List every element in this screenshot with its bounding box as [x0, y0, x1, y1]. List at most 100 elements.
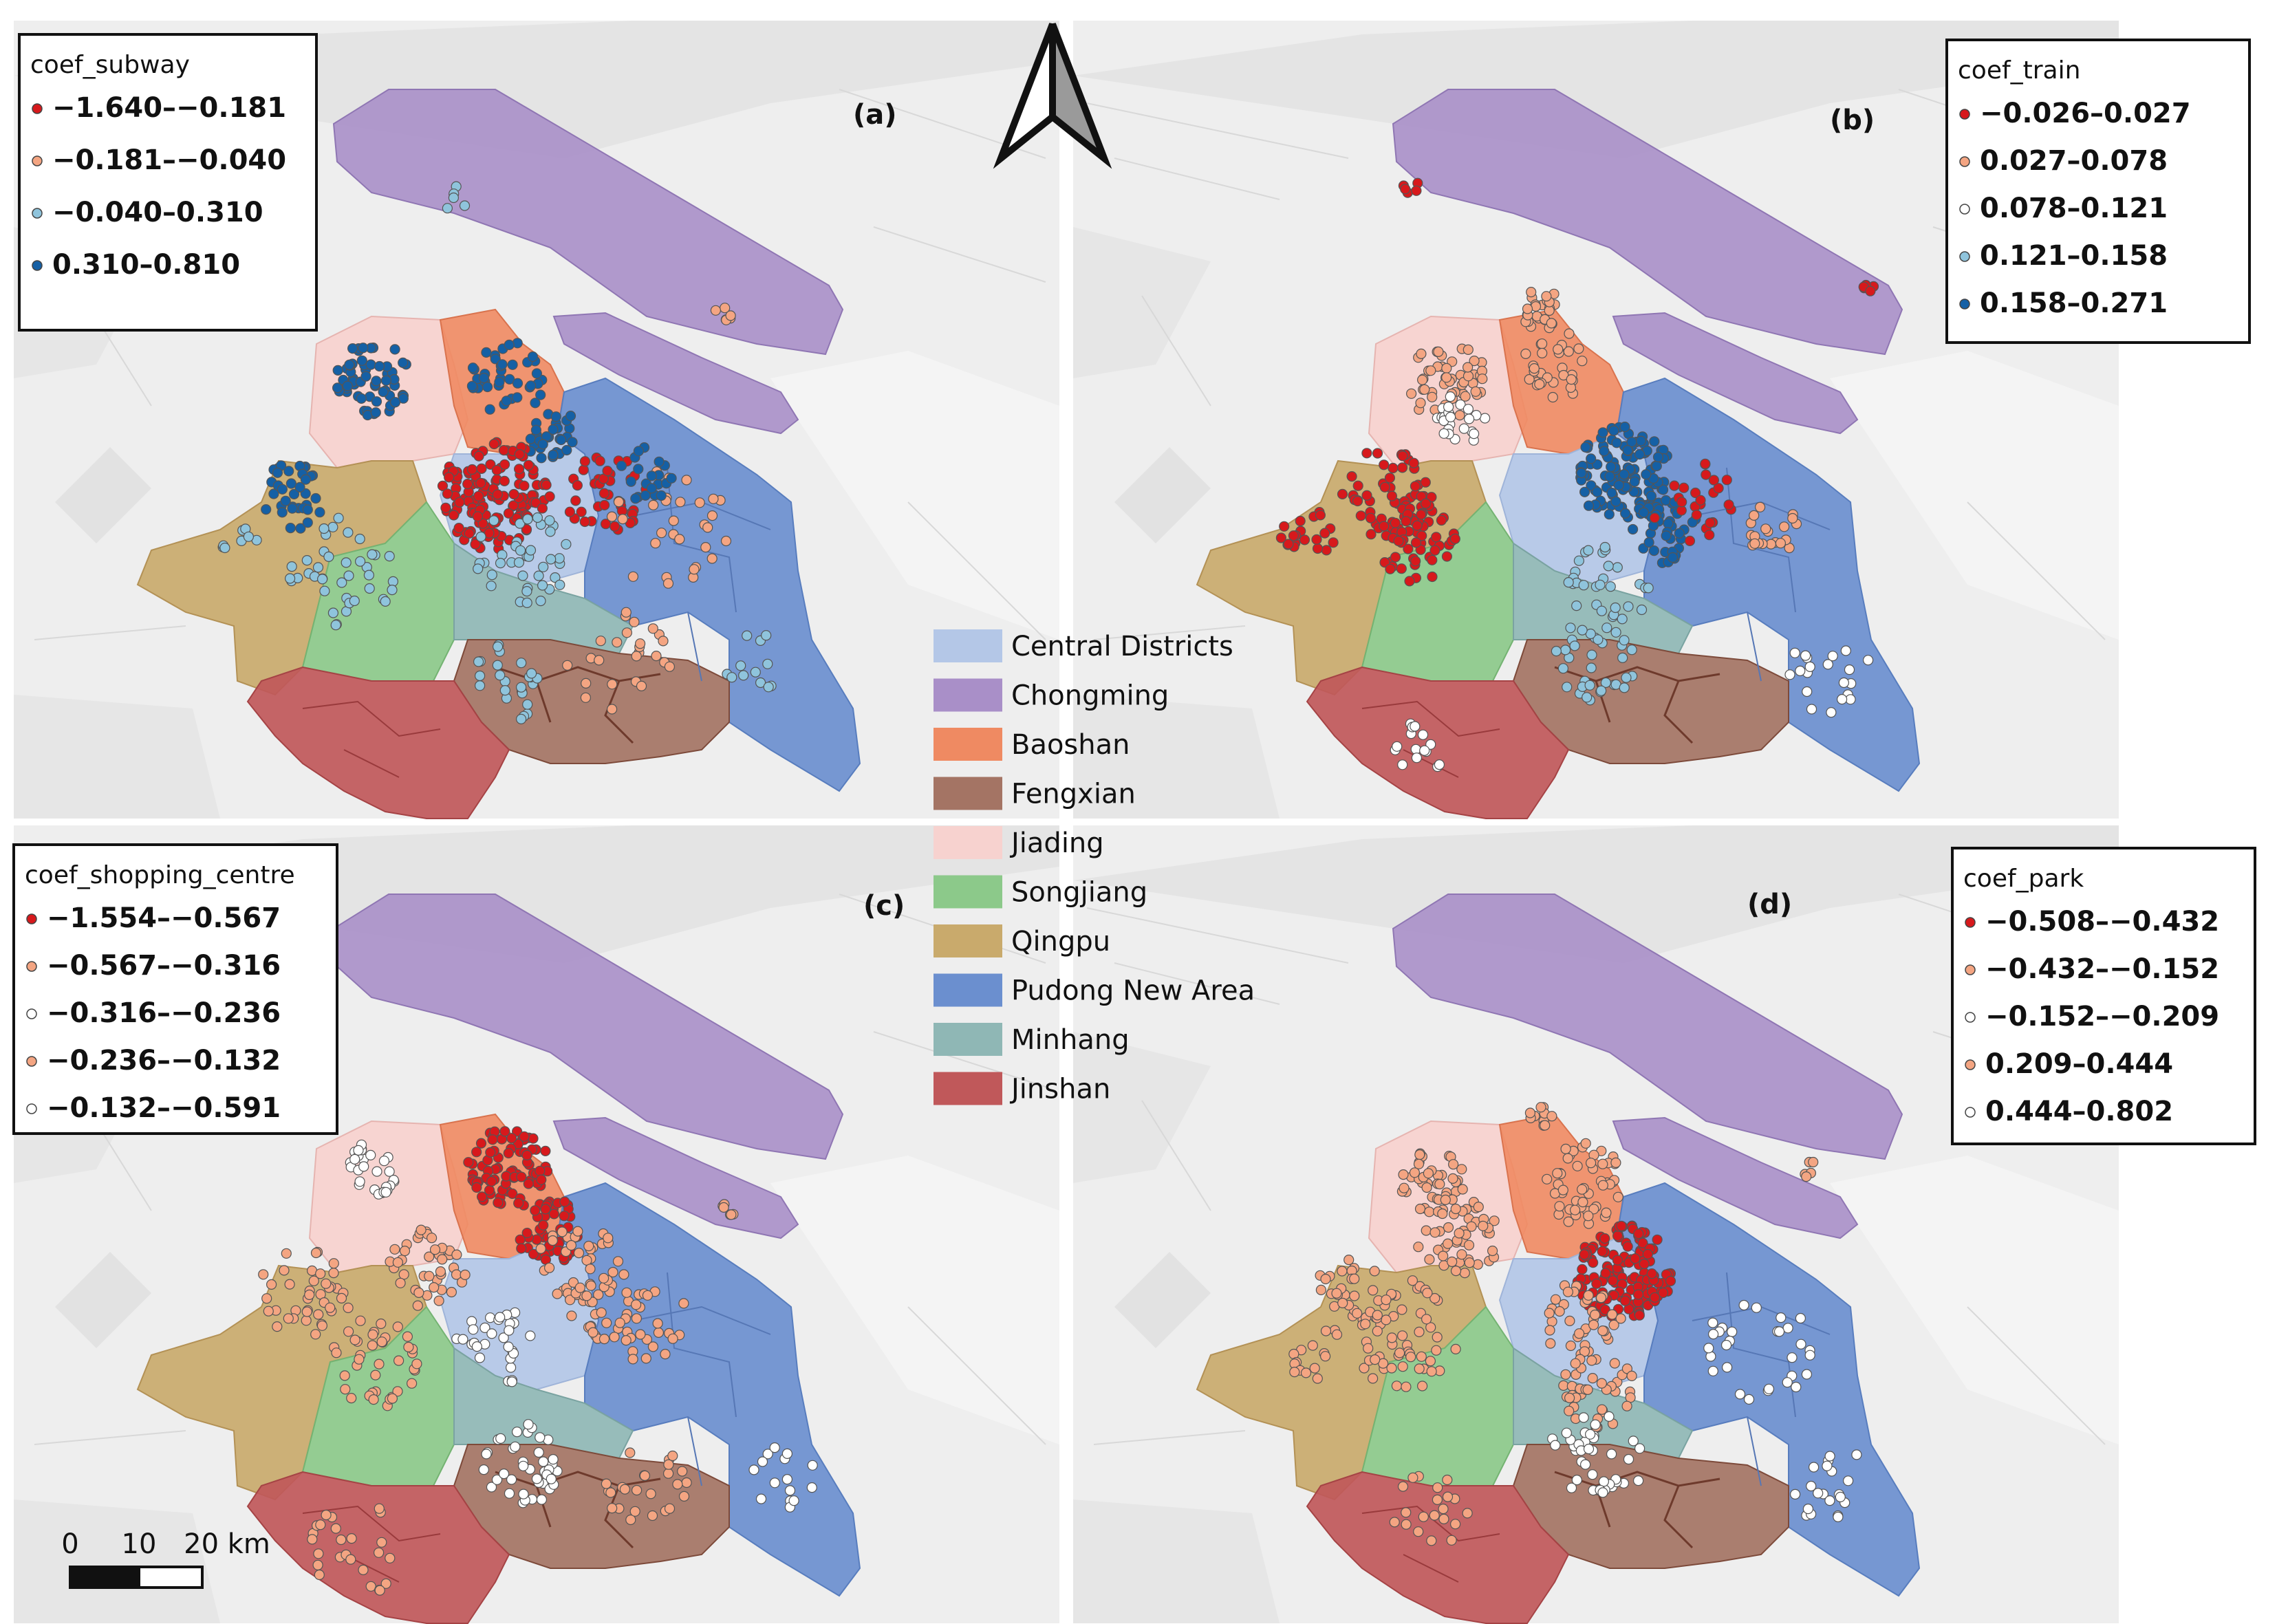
listing-point — [602, 465, 613, 477]
listing-point — [633, 464, 644, 475]
listing-point — [1669, 480, 1680, 491]
listing-point — [515, 713, 527, 725]
listing-point — [1584, 680, 1595, 691]
listing-point — [313, 1309, 324, 1320]
listing-point — [1372, 1310, 1383, 1321]
listing-point — [1588, 1204, 1599, 1215]
listing-point — [268, 488, 279, 499]
district-swatch — [934, 973, 1002, 1007]
listing-point — [581, 1255, 592, 1266]
listing-point — [594, 655, 605, 666]
listing-point — [1713, 483, 1724, 494]
listing-point — [630, 493, 641, 504]
listing-point — [523, 459, 535, 470]
listing-point — [1582, 1384, 1593, 1396]
listing-point — [700, 541, 711, 553]
listing-point — [384, 1166, 395, 1177]
listing-point — [605, 1487, 616, 1498]
listing-point — [668, 515, 679, 526]
listing-point — [1835, 1491, 1846, 1503]
listing-point — [1621, 672, 1632, 683]
legend-swatch — [1959, 251, 1970, 262]
listing-point — [1626, 1370, 1637, 1382]
listing-point — [545, 526, 556, 537]
listing-point — [412, 1300, 423, 1311]
listing-point — [1460, 391, 1471, 402]
panel-label-a: (a) — [853, 99, 897, 131]
listing-point — [1632, 1475, 1644, 1486]
listing-point — [321, 1509, 332, 1521]
listing-point — [585, 1280, 596, 1291]
listing-point — [660, 1348, 671, 1360]
listing-point — [541, 479, 552, 490]
listing-point — [674, 534, 685, 545]
listing-point — [1397, 451, 1408, 462]
listing-point — [1379, 459, 1390, 470]
listing-point — [548, 449, 559, 461]
listing-point — [1458, 423, 1469, 434]
listing-point — [488, 515, 499, 526]
listing-point — [360, 371, 371, 382]
scale-tick-20: 20 km — [184, 1528, 270, 1560]
legend-class-label: 0.209–0.444 — [1985, 1048, 2173, 1080]
listing-point — [280, 495, 291, 506]
legend-swatch — [32, 155, 43, 166]
listing-point — [678, 1298, 689, 1309]
listing-point — [1592, 486, 1603, 497]
listing-point — [1586, 1355, 1597, 1366]
listing-point — [567, 437, 578, 448]
listing-point — [406, 1378, 418, 1389]
listing-point — [1541, 291, 1552, 302]
panel-label-d: (d) — [1747, 889, 1792, 920]
legend-swatch — [1965, 1012, 1976, 1023]
listing-point — [1433, 346, 1444, 357]
listing-point — [1597, 1487, 1608, 1498]
listing-point — [1661, 495, 1672, 506]
listing-point — [1720, 1339, 1732, 1351]
listing-point — [1399, 1182, 1410, 1193]
listing-point — [358, 343, 369, 354]
listing-point — [331, 1347, 342, 1358]
listing-point — [807, 1460, 818, 1471]
listing-point — [678, 1491, 690, 1502]
listing-point — [1425, 1356, 1436, 1367]
listing-point — [464, 528, 475, 539]
listing-point — [487, 1134, 498, 1145]
listing-point — [550, 411, 561, 422]
listing-point — [1279, 521, 1290, 532]
listing-point — [295, 523, 306, 534]
listing-point — [631, 651, 642, 662]
listing-point — [504, 1488, 515, 1499]
listing-point — [1827, 651, 1838, 662]
listing-point — [343, 1326, 354, 1337]
listing-point — [533, 1447, 544, 1458]
listing-point — [263, 1306, 274, 1317]
listing-point — [681, 1477, 692, 1488]
listing-point — [1401, 1519, 1412, 1530]
listing-point — [482, 381, 493, 393]
legend-swatch — [1959, 299, 1970, 310]
listing-point — [565, 1239, 577, 1251]
listing-point — [1667, 552, 1679, 563]
listing-point — [1573, 555, 1585, 566]
listing-point — [1554, 1201, 1565, 1212]
legend-class-label: −0.026–0.027 — [1980, 98, 2191, 129]
listing-point — [1630, 1253, 1641, 1264]
listing-point — [1862, 655, 1874, 666]
listing-point — [266, 1279, 277, 1290]
listing-point — [1604, 509, 1615, 520]
listing-point — [356, 355, 367, 366]
listing-point — [1368, 1285, 1379, 1296]
listing-point — [1455, 399, 1466, 410]
listing-point — [374, 360, 385, 372]
listing-point — [554, 553, 565, 564]
legend-class-label: 0.027–0.078 — [1980, 145, 2168, 177]
listing-point — [653, 1327, 665, 1339]
listing-point — [376, 1318, 387, 1330]
listing-point — [261, 1293, 272, 1304]
listing-point — [1407, 1472, 1418, 1483]
listing-point — [1379, 481, 1390, 492]
listing-point — [1822, 1460, 1833, 1471]
listing-point — [343, 570, 354, 581]
listing-point — [448, 510, 460, 521]
